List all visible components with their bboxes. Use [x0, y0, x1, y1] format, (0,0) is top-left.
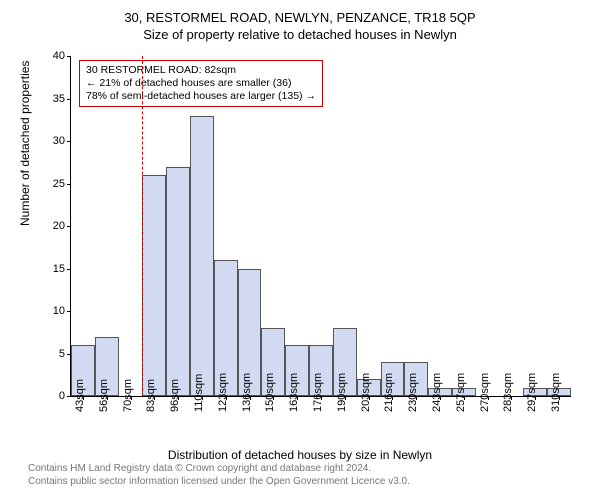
histogram-bar — [166, 167, 190, 397]
histogram-bar — [142, 175, 166, 396]
ytick-mark — [67, 56, 71, 57]
chart-title-main: 30, RESTORMEL ROAD, NEWLYN, PENZANCE, TR… — [8, 10, 592, 25]
ytick-mark — [67, 311, 71, 312]
ytick-label: 25 — [43, 178, 65, 190]
histogram-bar — [190, 116, 214, 397]
ytick-label: 15 — [43, 263, 65, 275]
ytick-label: 5 — [43, 348, 65, 360]
ytick-mark — [67, 226, 71, 227]
annotation-line2: ← 21% of detached houses are smaller (36… — [86, 77, 316, 90]
chart-title-sub: Size of property relative to detached ho… — [8, 27, 592, 42]
attribution-line1: Contains HM Land Registry data © Crown c… — [28, 463, 410, 476]
y-axis-label: Number of detached properties — [18, 61, 32, 226]
attribution: Contains HM Land Registry data © Crown c… — [28, 463, 410, 488]
annotation-line1: 30 RESTORMEL ROAD: 82sqm — [86, 64, 316, 77]
ytick-mark — [67, 99, 71, 100]
ytick-mark — [67, 269, 71, 270]
ytick-label: 35 — [43, 93, 65, 105]
ytick-label: 40 — [43, 50, 65, 62]
attribution-line2: Contains public sector information licen… — [28, 476, 410, 489]
ytick-mark — [67, 141, 71, 142]
ytick-mark — [67, 396, 71, 397]
reference-line — [142, 56, 143, 396]
ytick-label: 30 — [43, 135, 65, 147]
ytick-label: 0 — [43, 390, 65, 402]
x-axis-label: Distribution of detached houses by size … — [8, 448, 592, 462]
chart-container: 30, RESTORMEL ROAD, NEWLYN, PENZANCE, TR… — [8, 8, 592, 492]
annotation-line3: 78% of semi-detached houses are larger (… — [86, 90, 316, 103]
plot-area: 30 RESTORMEL ROAD: 82sqm ← 21% of detach… — [70, 56, 571, 397]
ytick-mark — [67, 184, 71, 185]
ytick-label: 20 — [43, 220, 65, 232]
ytick-label: 10 — [43, 305, 65, 317]
annotation-box: 30 RESTORMEL ROAD: 82sqm ← 21% of detach… — [79, 60, 323, 107]
